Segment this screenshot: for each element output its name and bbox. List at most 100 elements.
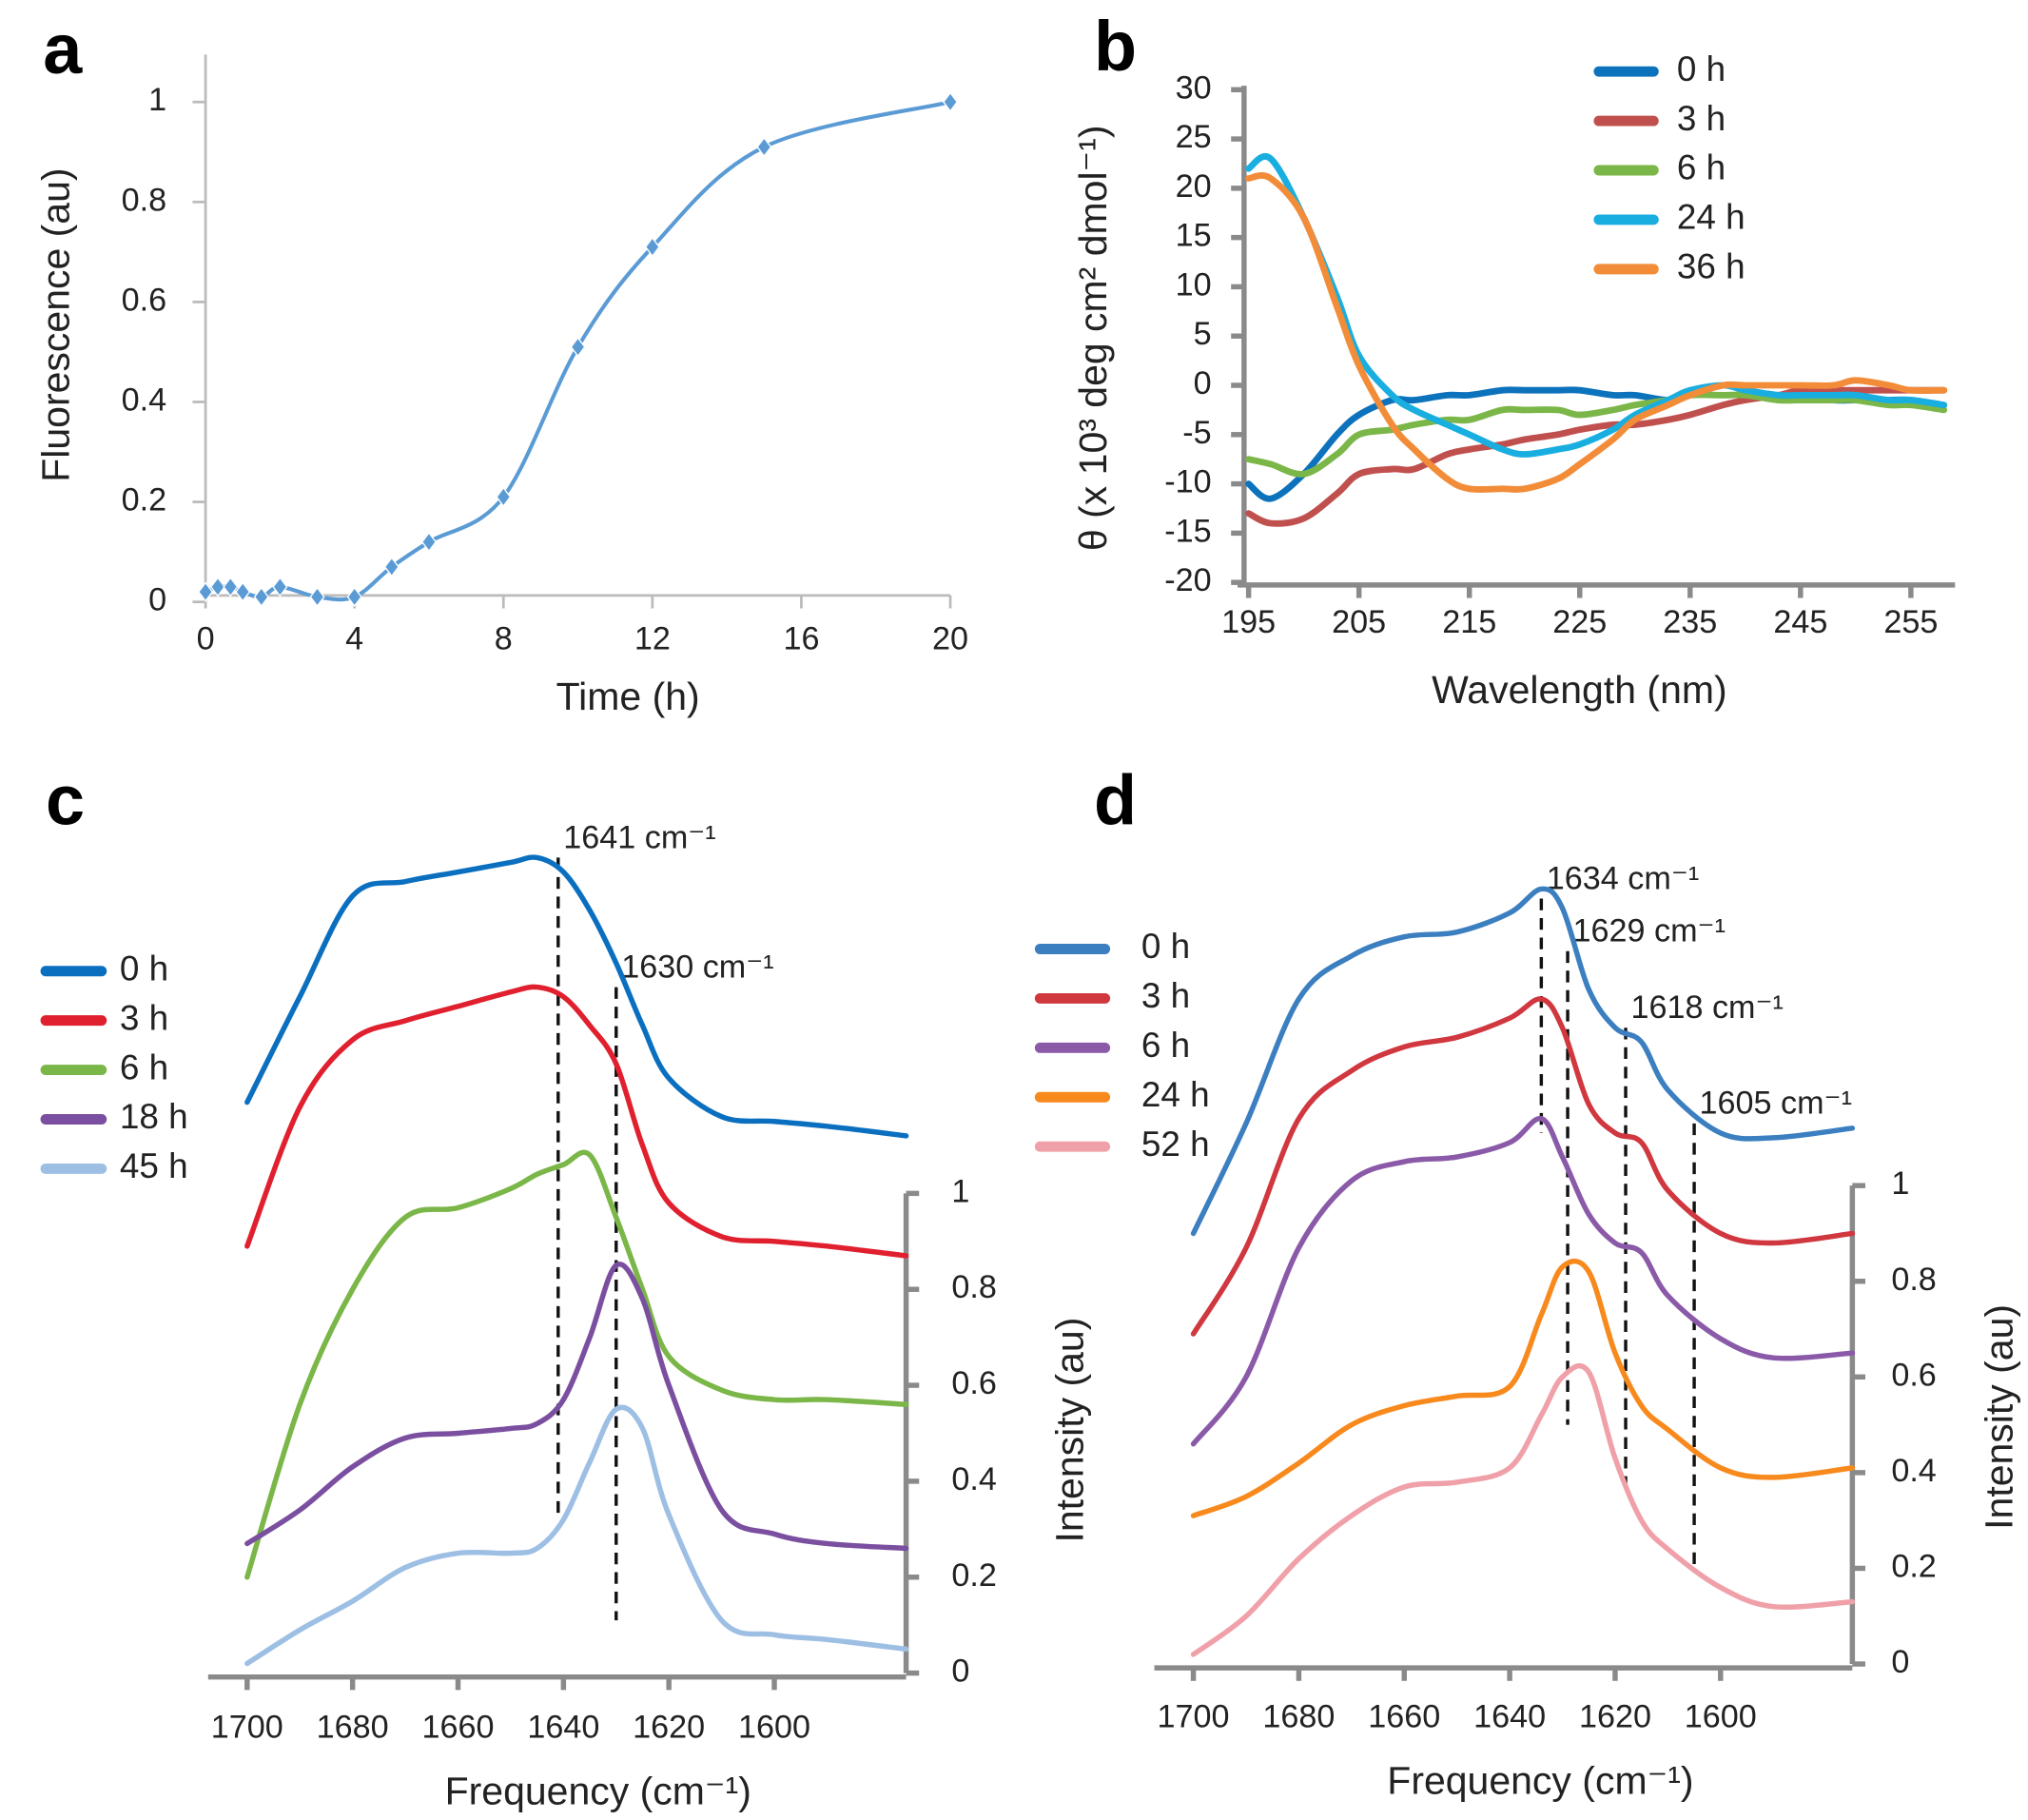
x-tick-label: 8 (495, 621, 513, 657)
y-axis-title: Intensity (au) (1977, 1304, 2020, 1530)
x-tick-label: 0 (197, 621, 215, 657)
x-tick-label: 4 (345, 621, 363, 657)
y-tick-label: 0 (148, 582, 166, 618)
y-tick-label: 0.2 (122, 482, 166, 519)
x-tick-label: 1700 (211, 1709, 283, 1745)
y-tick-label: 0.6 (951, 1365, 996, 1401)
data-point (209, 577, 226, 597)
data-point (756, 136, 772, 158)
y-tick-label: 25 (1176, 119, 1212, 155)
y-tick-label: 0.4 (122, 382, 166, 419)
legend-label: 3 h (1141, 976, 1190, 1015)
legend-label: 6 h (120, 1047, 168, 1086)
x-tick-label: 1620 (1579, 1698, 1651, 1734)
x-tick-label: 12 (634, 621, 671, 657)
x-tick-label: 235 (1663, 604, 1717, 640)
series-line (1190, 996, 1856, 1337)
series-line (1190, 1362, 1856, 1657)
annotation-label: 1629 cm⁻¹ (1573, 913, 1726, 949)
data-point (198, 581, 214, 602)
legend-label: 18 h (120, 1097, 188, 1136)
legend-label: 24 h (1141, 1075, 1210, 1114)
y-tick-label: 0 (1194, 365, 1212, 401)
legend-label: 3 h (1677, 99, 1726, 138)
data-point (346, 586, 362, 608)
y-tick-label: 30 (1176, 69, 1212, 106)
y-tick-label: 0 (951, 1654, 969, 1690)
x-tick-label: 20 (932, 621, 968, 657)
y-tick-label: 5 (1194, 316, 1212, 352)
y-tick-label: 0.8 (1891, 1262, 1936, 1298)
x-tick-label: 1600 (738, 1709, 810, 1745)
y-tick-label: 10 (1176, 266, 1212, 303)
y-tick-label: 0.2 (951, 1557, 996, 1594)
series-line (1245, 386, 1948, 527)
x-tick-label: 205 (1332, 604, 1386, 640)
annotation-label: 1605 cm⁻¹ (1700, 1086, 1852, 1122)
y-tick-label: -20 (1164, 562, 1211, 598)
y-axis-title: Fluorescence (au) (34, 167, 78, 481)
x-tick-label: 1640 (527, 1709, 599, 1745)
series-line (1245, 172, 1948, 493)
panel-letter: b (1094, 7, 1137, 86)
y-tick-label: 0 (1891, 1644, 1909, 1680)
series-line (244, 1404, 909, 1667)
legend-label: 0 h (1677, 49, 1726, 88)
x-tick-label: 1660 (422, 1709, 495, 1745)
x-axis-title: Frequency (cm⁻¹) (1387, 1759, 1693, 1803)
x-tick-label: 1700 (1158, 1698, 1230, 1734)
y-tick-label: -5 (1182, 415, 1211, 451)
series-line (1190, 1116, 1856, 1447)
y-tick-label: 0.6 (122, 282, 166, 318)
x-tick-label: 195 (1221, 604, 1276, 640)
data-point (235, 581, 251, 602)
data-point (309, 586, 325, 608)
legend-label: 52 h (1141, 1125, 1210, 1164)
data-point (223, 577, 239, 597)
x-tick-label: 1600 (1685, 1698, 1757, 1734)
legend-label: 3 h (120, 998, 168, 1037)
series-line (1190, 886, 1856, 1237)
series-line (1190, 1258, 1856, 1518)
x-tick-label: 1660 (1368, 1698, 1440, 1734)
y-tick-label: 0.4 (1891, 1453, 1936, 1489)
y-axis-title: Intensity (au) (1047, 1318, 1091, 1543)
y-tick-label: 15 (1176, 218, 1212, 254)
y-tick-label: 1 (951, 1173, 969, 1209)
legend-label: 0 h (120, 949, 168, 988)
y-tick-label: 0.6 (1891, 1357, 1936, 1393)
legend-label: 45 h (120, 1146, 188, 1185)
x-tick-label: 1680 (317, 1709, 389, 1745)
y-tick-label: 0.8 (122, 182, 166, 218)
x-tick-label: 16 (783, 621, 819, 657)
series-line (1245, 153, 1948, 458)
x-axis-title: Time (h) (556, 675, 700, 718)
annotation-label: 1618 cm⁻¹ (1630, 989, 1783, 1026)
data-point (253, 586, 269, 608)
data-point (496, 486, 512, 508)
series-line (244, 1262, 909, 1552)
y-tick-label: 0.2 (1891, 1548, 1936, 1584)
data-point (644, 236, 660, 258)
annotation-label: 1634 cm⁻¹ (1547, 860, 1699, 896)
data-point (943, 91, 959, 112)
data-point (272, 577, 288, 597)
legend-label: 0 h (1141, 927, 1190, 966)
y-tick-label: -10 (1164, 464, 1211, 500)
y-tick-label: 20 (1176, 168, 1212, 205)
x-tick-label: 1680 (1262, 1698, 1335, 1734)
x-axis-title: Wavelength (nm) (1432, 668, 1727, 712)
panel-letter: c (46, 761, 85, 840)
x-tick-label: 1640 (1473, 1698, 1546, 1734)
annotation-label: 1630 cm⁻¹ (621, 949, 773, 985)
x-tick-label: 1620 (633, 1709, 705, 1745)
data-point (570, 336, 586, 358)
x-tick-label: 245 (1773, 604, 1827, 640)
panel-letter: a (43, 10, 83, 88)
legend-label: 6 h (1141, 1026, 1190, 1065)
data-point (420, 531, 437, 553)
legend-label: 6 h (1677, 148, 1726, 187)
series-line (1245, 391, 1948, 478)
